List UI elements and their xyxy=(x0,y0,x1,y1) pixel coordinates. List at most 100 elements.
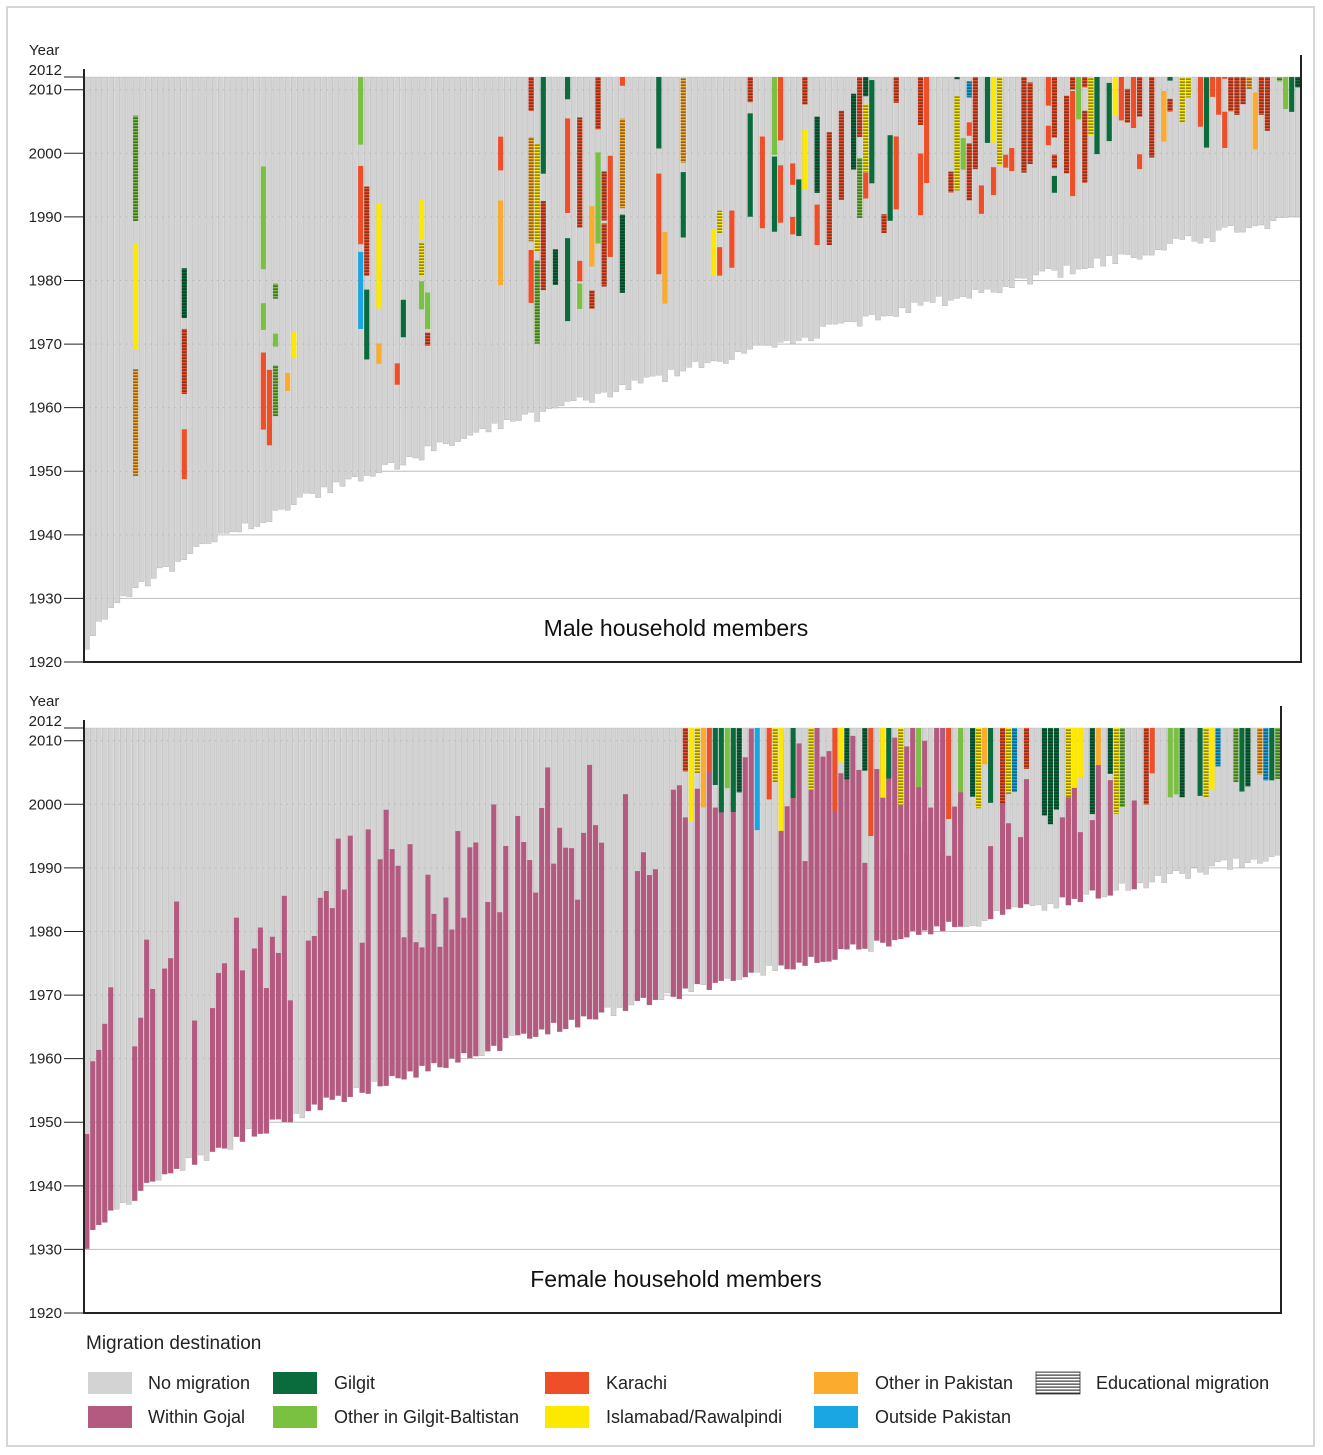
member-column xyxy=(1276,76,1283,219)
migration-segment-gojal xyxy=(640,852,646,998)
migration-segment-gilgit xyxy=(1203,77,1210,148)
migration-segment-gojal xyxy=(718,789,724,981)
member-column xyxy=(674,76,680,377)
educational-overlay xyxy=(181,268,187,319)
migration-segment-gojal xyxy=(323,890,329,1098)
member-column xyxy=(996,76,1003,293)
member-column xyxy=(169,76,175,572)
legend-swatch-opk xyxy=(814,1372,858,1394)
educational-overlay xyxy=(1276,77,1283,82)
migration-segment-gojal xyxy=(634,871,641,1001)
migration-segment-khi xyxy=(777,77,784,141)
migration-segment-ogb xyxy=(425,292,431,330)
member-column xyxy=(90,76,96,636)
migration-segment-gojal xyxy=(108,987,114,1211)
legend-swatch-gilgit xyxy=(273,1372,317,1394)
member-column xyxy=(370,76,376,477)
member-column xyxy=(692,76,699,362)
panel-title: Male household members xyxy=(544,615,809,641)
legend-swatch-ogb xyxy=(273,1406,317,1428)
migration-segment-gilgit xyxy=(771,156,778,232)
migration-segment-gilgit xyxy=(1167,77,1173,81)
female-panel: 1920 1930 1940 1950 1960 1970 1980 1990 2000 2010… xyxy=(29,693,1282,1322)
educational-overlay xyxy=(1065,728,1071,829)
migration-segment-isb xyxy=(990,77,997,143)
migration-segment-khi xyxy=(394,363,400,385)
member-column xyxy=(558,76,565,407)
educational-overlay xyxy=(682,728,688,772)
member-column xyxy=(1185,76,1192,237)
migration-segment-gojal xyxy=(1005,823,1012,910)
migration-segment-gojal xyxy=(850,735,856,945)
migration-segment-gojal xyxy=(988,846,994,920)
educational-overlay xyxy=(601,171,607,221)
legend-swatch-edu xyxy=(1035,1371,1081,1395)
migration-segment-gojal xyxy=(1017,837,1024,908)
migration-segment-khi xyxy=(565,118,571,213)
y-axis-label: Year xyxy=(29,693,59,710)
member-column xyxy=(163,76,169,567)
migration-segment-ogb xyxy=(1283,77,1289,110)
migration-segment-ogb xyxy=(418,281,425,310)
member-column xyxy=(753,76,760,346)
migration-segment-gojal xyxy=(389,849,395,1076)
migration-segment-ogb xyxy=(916,728,922,788)
member-column xyxy=(1246,76,1252,228)
migration-segment-gilgit xyxy=(1197,728,1203,796)
migration-segment-gojal xyxy=(946,855,952,922)
educational-overlay xyxy=(595,77,601,130)
migration-segment-opk xyxy=(1095,728,1101,796)
migration-segment-khi xyxy=(498,136,504,171)
migration-segment-gojal xyxy=(192,1020,198,1165)
educational-overlay xyxy=(1082,110,1088,183)
member-column xyxy=(613,76,620,392)
member-column xyxy=(808,76,814,342)
migration-segment-khi xyxy=(260,352,266,430)
member-column xyxy=(509,727,515,1036)
member-column xyxy=(1161,76,1167,251)
y-tick-label-1920: 1920 xyxy=(29,654,62,671)
migration-segment-gojal xyxy=(461,917,467,1054)
migration-segment-gojal xyxy=(168,958,174,1174)
educational-overlay xyxy=(802,77,808,105)
legend-label-isb: Islamabad/Rawalpindi xyxy=(606,1407,782,1427)
migration-segment-gojal xyxy=(928,807,934,935)
educational-overlay xyxy=(132,115,139,221)
migration-segment-gojal xyxy=(335,838,341,1096)
migration-segment-ogb xyxy=(260,303,266,330)
educational-overlay xyxy=(1021,77,1027,173)
migration-segment-isb xyxy=(711,228,717,276)
educational-overlay xyxy=(851,93,857,170)
migration-segment-ogb xyxy=(960,138,966,170)
member-column xyxy=(412,76,419,459)
migration-segment-khi xyxy=(1149,728,1155,774)
migration-segment-ogb xyxy=(771,77,778,155)
y-tick-label-1960: 1960 xyxy=(29,1051,62,1068)
migration-segment-gojal xyxy=(916,825,922,935)
educational-overlay xyxy=(425,332,431,346)
member-column xyxy=(209,727,216,1152)
member-column xyxy=(604,727,611,1008)
member-column xyxy=(869,76,875,315)
member-column xyxy=(479,76,486,429)
migration-segment-gojal xyxy=(359,942,365,1093)
member-column xyxy=(333,76,340,483)
member-column xyxy=(199,76,206,545)
member-column xyxy=(84,76,90,650)
migration-segment-gojal xyxy=(599,842,605,1013)
migration-segment-ogb xyxy=(1167,728,1173,798)
migration-segment-khi xyxy=(706,728,712,772)
member-column xyxy=(704,76,711,363)
educational-overlay xyxy=(863,104,869,173)
y-tick-label-2012: 2012 xyxy=(29,713,62,730)
member-column xyxy=(266,76,273,522)
migration-segment-gojal xyxy=(275,952,281,1120)
migration-segment-khi xyxy=(868,728,874,837)
member-column xyxy=(455,76,461,442)
educational-overlay xyxy=(1041,728,1047,816)
member-column xyxy=(783,76,790,341)
migration-segment-isb xyxy=(802,129,808,189)
educational-overlay xyxy=(1233,728,1239,783)
migration-segment-gilgit xyxy=(1269,728,1275,781)
migration-segment-gojal xyxy=(539,808,545,1030)
